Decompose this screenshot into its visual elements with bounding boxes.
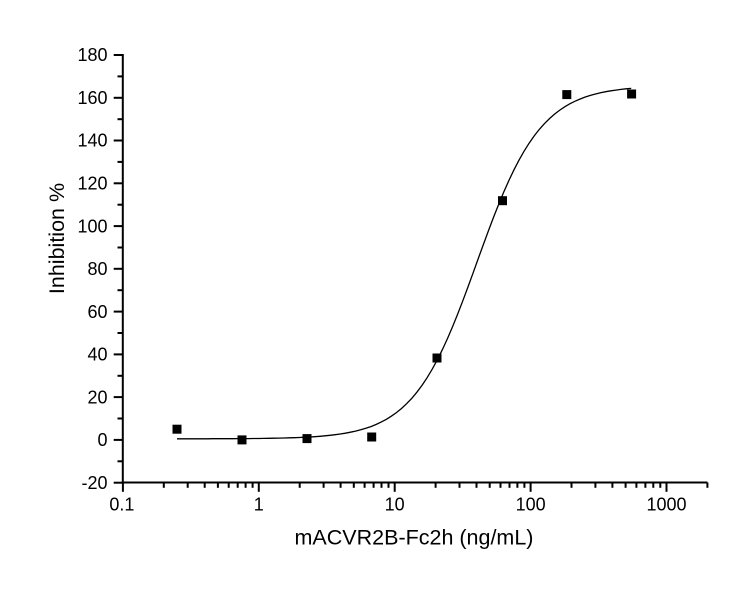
- svg-text:1000: 1000: [646, 495, 686, 515]
- svg-text:120: 120: [77, 174, 107, 194]
- svg-text:140: 140: [77, 131, 107, 151]
- svg-text:mACVR2B-Fc2h (ng/mL): mACVR2B-Fc2h (ng/mL): [295, 526, 534, 550]
- svg-text:160: 160: [77, 88, 107, 108]
- svg-text:-20: -20: [81, 473, 107, 493]
- svg-text:80: 80: [87, 259, 107, 279]
- svg-text:40: 40: [87, 345, 107, 365]
- svg-text:180: 180: [77, 45, 107, 65]
- svg-text:1: 1: [254, 495, 264, 515]
- svg-text:100: 100: [77, 216, 107, 236]
- svg-text:60: 60: [87, 302, 107, 322]
- svg-text:0.1: 0.1: [109, 495, 134, 515]
- svg-text:10: 10: [385, 495, 405, 515]
- svg-text:0: 0: [97, 430, 107, 450]
- svg-text:100: 100: [516, 495, 546, 515]
- svg-text:20: 20: [87, 387, 107, 407]
- svg-text:Inhibition %: Inhibition %: [45, 183, 69, 294]
